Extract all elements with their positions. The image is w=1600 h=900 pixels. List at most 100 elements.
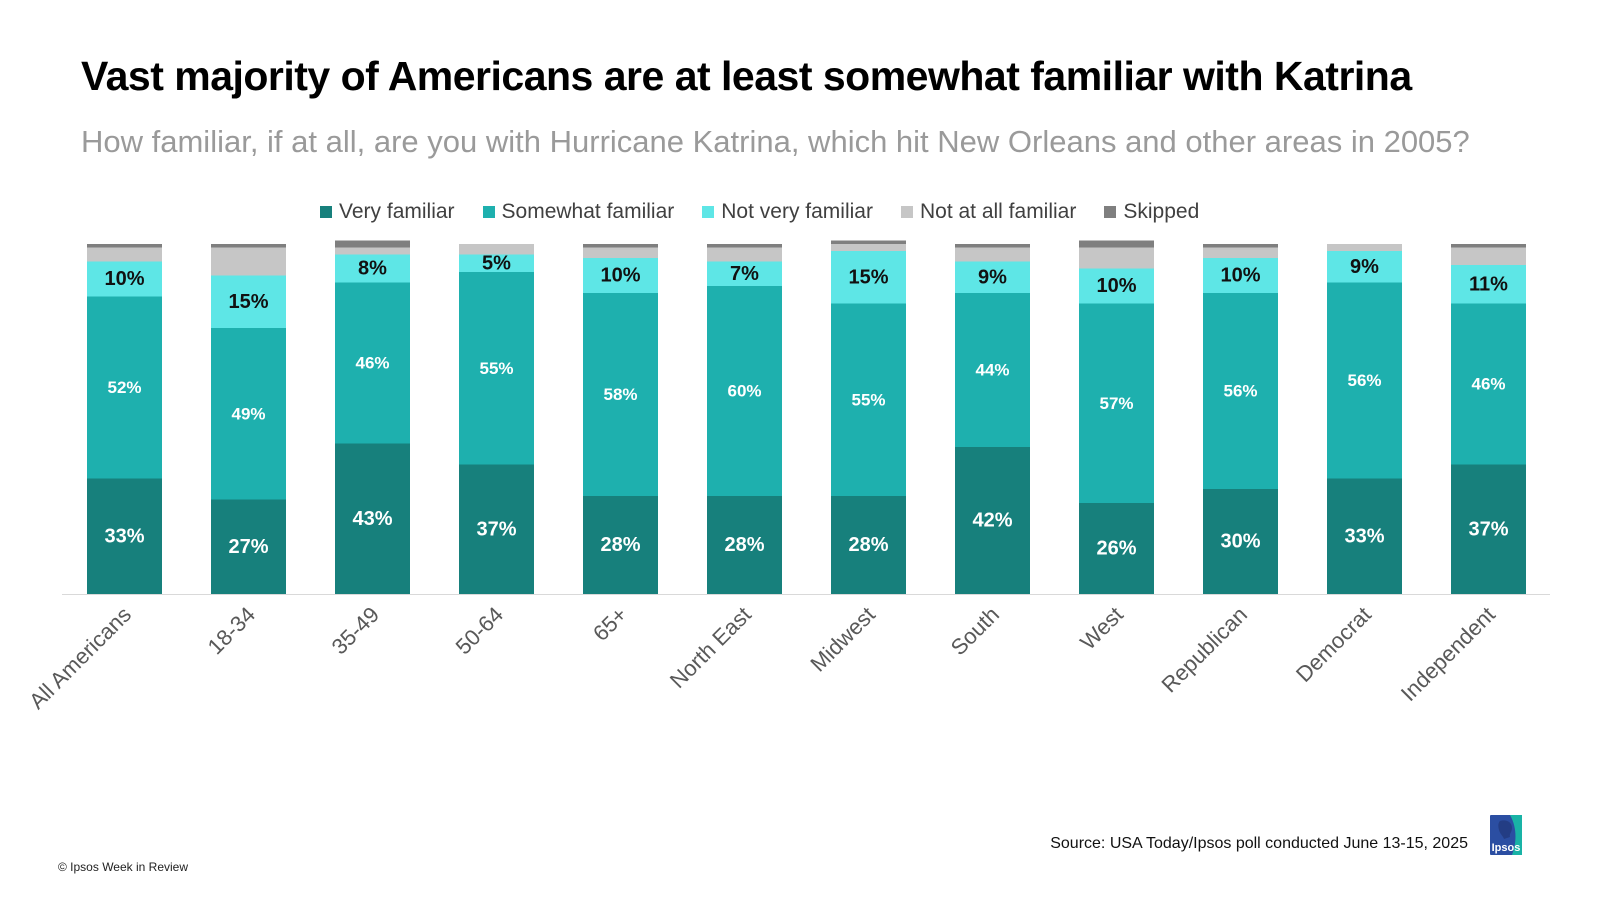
category-label: 18-34: [203, 602, 260, 659]
legend-swatch: [900, 206, 913, 218]
data-label: 33%: [1344, 525, 1384, 547]
bar-segment-somewhat-familiar: [211, 328, 286, 500]
bar-segment-very-familiar: [211, 499, 286, 594]
bar-segment-not-very-familiar: [335, 254, 410, 283]
bar-segment-very-familiar: [1079, 503, 1154, 594]
bar-segment-skipped: [1203, 244, 1278, 248]
category-label: 50-64: [451, 602, 508, 659]
chart-legend: Very familiar Somewhat familiar Not very f…: [320, 198, 1227, 226]
chart-subtitle: How familiar, if at all, are you with Hu…: [81, 124, 1470, 159]
bar-segment-not-at-all-familiar: [707, 247, 782, 262]
bar-segment-not-very-familiar: [707, 261, 782, 286]
legend-swatch: [702, 206, 715, 218]
bar-segment-very-familiar: [831, 496, 906, 594]
data-label: 33%: [104, 525, 144, 547]
legend-item-not-at-all-familiar: Not at all familiar: [900, 200, 1077, 224]
bar-segment-skipped: [1079, 240, 1154, 248]
data-label: 57%: [1099, 394, 1133, 413]
bar-segment-somewhat-familiar: [459, 272, 534, 465]
bar-segment-not-at-all-familiar: [87, 247, 162, 262]
category-label: All Americans: [24, 602, 136, 714]
bar-segment-very-familiar: [707, 496, 782, 594]
bar-segment-somewhat-familiar: [87, 296, 162, 479]
copyright-note: © Ipsos Week in Review: [58, 860, 189, 874]
bar-group-democrat: 33% 56% 9%: [1327, 244, 1402, 594]
bar-segment-not-at-all-familiar: [583, 247, 658, 258]
bar-group-all-americans: 33% 52% 10%: [87, 244, 162, 594]
bar-segment-not-at-all-familiar: [335, 247, 410, 255]
category-label: 65+: [588, 602, 632, 646]
legend-label: Somewhat familiar: [501, 200, 675, 223]
data-label: 55%: [479, 359, 513, 378]
bar-segment-not-at-all-familiar: [831, 244, 906, 251]
bar-segment-skipped: [335, 240, 410, 248]
data-label: 42%: [972, 510, 1012, 532]
bar-segment-skipped: [87, 244, 162, 248]
bar-segment-very-familiar: [1451, 464, 1526, 594]
bar-group-midwest: 28% 55% 15%: [831, 240, 906, 594]
bar-segment-skipped: [707, 244, 782, 248]
data-label: 58%: [603, 385, 637, 404]
data-label: 9%: [1350, 256, 1379, 278]
data-label: 8%: [358, 258, 387, 280]
category-label: Midwest: [805, 602, 880, 677]
bar-segment-somewhat-familiar: [831, 303, 906, 496]
bar-segment-skipped: [211, 244, 286, 248]
source-note: Source: USA Today/Ipsos poll conducted J…: [1050, 835, 1468, 852]
ipsos-logo-text: Ipsos: [1492, 842, 1521, 854]
data-label: 37%: [1468, 518, 1508, 540]
data-label: 27%: [228, 536, 268, 558]
bar-group-18-34: 27% 49% 15%: [211, 244, 286, 594]
bar-segment-somewhat-familiar: [1451, 303, 1526, 465]
bar-segment-very-familiar: [1203, 489, 1278, 594]
bar-segment-not-very-familiar: [1327, 251, 1402, 283]
bar-segment-skipped: [1451, 244, 1526, 248]
stacked-bar-chart: 33%52%10%All Americans27%49%15%18-3443%4…: [24, 240, 1550, 714]
bar-segment-not-at-all-familiar: [1451, 247, 1526, 265]
bar-segment-very-familiar: [87, 478, 162, 594]
data-label: 7%: [730, 263, 759, 285]
category-label: Independent: [1396, 602, 1500, 706]
legend-item-skipped: Skipped: [1104, 200, 1199, 224]
bar-segment-somewhat-familiar: [955, 293, 1030, 447]
bar-segment-not-very-familiar: [87, 261, 162, 297]
bar-segment-not-at-all-familiar: [1327, 244, 1402, 251]
bar-segment-not-at-all-familiar: [211, 247, 286, 276]
legend-item-somewhat-familiar: Somewhat familiar: [482, 200, 675, 224]
data-label: 46%: [355, 354, 389, 373]
bar-segment-not-very-familiar: [459, 254, 534, 272]
bar-segment-skipped: [583, 244, 658, 248]
data-label: 30%: [1220, 531, 1260, 553]
chart-title: Vast majority of Americans are at least …: [81, 53, 1412, 99]
legend-item-very-familiar: Very familiar: [320, 200, 455, 224]
ipsos-logo: Ipsos: [1490, 815, 1522, 855]
bar-segment-very-familiar: [335, 443, 410, 594]
data-label: 56%: [1347, 371, 1381, 390]
legend-label: Not at all familiar: [919, 200, 1077, 223]
bar-segment-somewhat-familiar: [1327, 282, 1402, 479]
legend-item-not-very-familiar: Not very familiar: [702, 200, 873, 224]
legend-label: Very familiar: [339, 200, 455, 223]
data-label: 28%: [848, 534, 888, 556]
bar-segment-not-very-familiar: [583, 258, 658, 293]
category-label: West: [1075, 602, 1128, 655]
bar-segment-somewhat-familiar: [335, 282, 410, 444]
bar-group-35-49: 43% 46% 8%: [335, 240, 410, 594]
legend-label: Not very familiar: [721, 200, 873, 223]
bar-segment-very-familiar: [459, 464, 534, 594]
data-label: 46%: [1471, 375, 1505, 394]
data-label: 55%: [851, 390, 885, 409]
legend-swatch: [482, 206, 495, 218]
bar-group-north-east: 28% 60% 7%: [707, 244, 782, 594]
data-label: 15%: [228, 291, 268, 313]
bar-segment-not-at-all-familiar: [459, 244, 534, 255]
bar-segment-somewhat-familiar: [1079, 303, 1154, 503]
bar-segment-not-at-all-familiar: [1203, 247, 1278, 258]
data-label: 56%: [1223, 382, 1257, 401]
bar-segment-somewhat-familiar: [707, 286, 782, 496]
bar-group-65: 28% 58% 10%: [583, 244, 658, 594]
data-label: 49%: [231, 404, 265, 423]
data-label: 60%: [727, 382, 761, 401]
data-label: 15%: [848, 266, 888, 288]
bar-group-south: 42% 44% 9%: [955, 244, 1030, 594]
